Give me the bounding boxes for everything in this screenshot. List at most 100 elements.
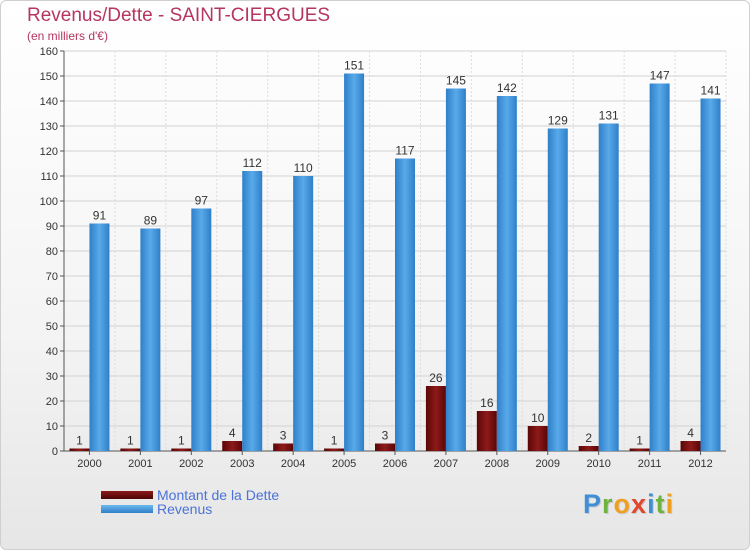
proxiti-logo: Proxiti bbox=[583, 489, 674, 520]
data-label-revenus: 110 bbox=[294, 161, 313, 175]
logo-letter: t bbox=[655, 489, 666, 519]
y-tick-label: 0 bbox=[52, 446, 58, 458]
bar-revenus bbox=[293, 176, 314, 451]
data-label-debt: 1 bbox=[636, 434, 643, 448]
data-label-debt: 3 bbox=[382, 429, 389, 443]
data-label-revenus: 112 bbox=[243, 156, 262, 170]
bar-debt bbox=[69, 448, 90, 451]
bar-debt bbox=[171, 448, 192, 451]
y-tick-label: 70 bbox=[46, 271, 58, 283]
bar-debt bbox=[273, 443, 294, 451]
data-label-revenus: 129 bbox=[548, 114, 568, 128]
y-tick-label: 90 bbox=[46, 221, 58, 233]
bar-revenus bbox=[344, 73, 365, 451]
data-label-revenus: 131 bbox=[599, 109, 619, 123]
data-label-debt: 3 bbox=[280, 429, 287, 443]
x-tick-label: 2006 bbox=[383, 458, 407, 470]
legend-label-revenus: Revenus bbox=[157, 501, 213, 517]
logo-letter: r bbox=[602, 489, 614, 519]
chart-title: Revenus/Dette - SAINT-CIERGUES bbox=[27, 5, 331, 26]
y-tick-label: 50 bbox=[46, 321, 58, 333]
y-tick-label: 150 bbox=[40, 71, 58, 83]
bar-revenus bbox=[395, 158, 415, 451]
x-tick-label: 2010 bbox=[586, 458, 610, 470]
y-tick-label: 30 bbox=[46, 371, 58, 383]
bar-revenus bbox=[700, 98, 721, 451]
data-label-debt: 1 bbox=[127, 434, 134, 448]
data-label-revenus: 141 bbox=[701, 84, 721, 98]
bar-debt bbox=[578, 446, 599, 451]
y-tick-label: 120 bbox=[40, 146, 58, 158]
x-tick-label: 2009 bbox=[536, 458, 560, 470]
x-tick-label: 2008 bbox=[485, 458, 509, 470]
x-tick-label: 2001 bbox=[128, 458, 152, 470]
bar-revenus bbox=[445, 88, 466, 451]
data-label-debt: 10 bbox=[531, 411, 545, 425]
data-label-revenus: 142 bbox=[497, 81, 517, 95]
x-tick-label: 2012 bbox=[688, 458, 712, 470]
y-tick-label: 80 bbox=[46, 246, 58, 258]
x-tick-label: 2005 bbox=[332, 458, 356, 470]
bar-revenus bbox=[496, 96, 517, 451]
bar-debt bbox=[680, 441, 701, 451]
data-label-debt: 2 bbox=[585, 431, 592, 445]
logo-letter: o bbox=[613, 489, 632, 519]
x-tick-label: 2000 bbox=[77, 458, 101, 470]
y-tick-label: 100 bbox=[40, 196, 58, 208]
axes: 0 10 20 30 40 50 60 70 80 90 100 110 120 130 140 150 160… bbox=[40, 46, 726, 470]
chart-subtitle: (en milliers d'€) bbox=[27, 29, 108, 43]
data-label-revenus: 91 bbox=[93, 209, 107, 223]
data-label-revenus: 145 bbox=[446, 74, 466, 88]
data-label-debt: 1 bbox=[76, 434, 83, 448]
data-label-revenus: 89 bbox=[144, 214, 158, 228]
bar-debt bbox=[324, 448, 345, 451]
data-label-revenus: 151 bbox=[344, 59, 364, 73]
bar-revenus bbox=[89, 223, 110, 451]
logo-letter: i bbox=[647, 489, 656, 519]
data-label-revenus: 147 bbox=[650, 69, 670, 83]
data-label-debt: 1 bbox=[178, 434, 185, 448]
bar-debt bbox=[222, 441, 243, 451]
data-label-debt: 16 bbox=[480, 396, 494, 410]
bar-revenus bbox=[547, 128, 568, 451]
bar-debt bbox=[629, 448, 650, 451]
y-tick-label: 140 bbox=[40, 96, 58, 108]
bars bbox=[69, 73, 721, 451]
y-tick-label: 20 bbox=[46, 396, 58, 408]
bar-debt bbox=[375, 443, 395, 451]
x-tick-label: 2002 bbox=[179, 458, 203, 470]
x-tick-label: 2007 bbox=[434, 458, 458, 470]
x-tick-label: 2004 bbox=[281, 458, 305, 470]
bar-revenus bbox=[191, 208, 212, 451]
y-tick-label: 60 bbox=[46, 296, 58, 308]
y-tick-label: 160 bbox=[40, 46, 58, 58]
logo-letter: P bbox=[583, 489, 603, 519]
data-label-debt: 1 bbox=[331, 434, 338, 448]
data-label-debt: 4 bbox=[687, 426, 694, 440]
data-label-revenus: 117 bbox=[395, 144, 414, 158]
y-tick-label: 110 bbox=[40, 171, 58, 183]
bar-debt bbox=[527, 426, 548, 451]
data-label-debt: 4 bbox=[229, 426, 236, 440]
bar-debt bbox=[425, 386, 446, 451]
legend-swatch-debt bbox=[101, 491, 153, 499]
legend-swatch-revenus bbox=[101, 505, 153, 513]
bar-revenus bbox=[649, 83, 670, 451]
bar-revenus bbox=[598, 123, 619, 451]
bar-chart: 0 10 20 30 40 50 60 70 80 90 100 110 120 130 140 150 160… bbox=[40, 46, 727, 470]
data-label-revenus: 97 bbox=[195, 194, 209, 208]
legend-label-debt: Montant de la Dette bbox=[157, 487, 280, 503]
data-labels: 1911891974112311011513117261451614210129… bbox=[76, 59, 721, 448]
logo-letter: i bbox=[665, 489, 675, 519]
bar-revenus bbox=[140, 228, 161, 451]
y-tick-label: 130 bbox=[40, 121, 58, 133]
logo-letter: x bbox=[631, 489, 648, 519]
y-tick-label: 40 bbox=[46, 346, 58, 358]
x-tick-label: 2003 bbox=[230, 458, 254, 470]
x-tick-label: 2011 bbox=[638, 458, 662, 470]
data-label-debt: 26 bbox=[429, 371, 443, 385]
bar-debt bbox=[120, 448, 141, 451]
bar-revenus bbox=[242, 171, 263, 451]
bar-debt bbox=[476, 411, 497, 451]
